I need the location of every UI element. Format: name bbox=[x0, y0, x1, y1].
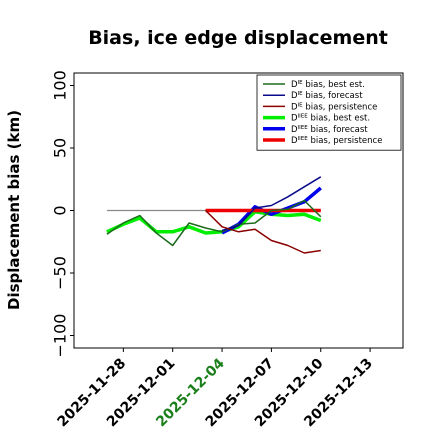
series-line bbox=[221, 176, 322, 232]
y-tick-label: −100 bbox=[51, 314, 70, 358]
legend-label: DIIEE bias, forecast bbox=[291, 125, 368, 135]
y-axis-label: Displacement bias (km) bbox=[5, 110, 23, 310]
legend-label: DIIEE bias, best est. bbox=[291, 114, 370, 124]
y-tick-label: 50 bbox=[51, 138, 70, 158]
series-line bbox=[106, 210, 322, 235]
series-line bbox=[106, 199, 322, 247]
y-tick-label: 100 bbox=[51, 70, 70, 101]
series-line bbox=[205, 209, 321, 254]
legend-label: DIE bias, persistence bbox=[291, 102, 377, 112]
legend-box bbox=[256, 74, 402, 151]
chart-title: Bias, ice edge displacement bbox=[88, 27, 388, 49]
y-tick-label: 0 bbox=[51, 205, 70, 215]
legend: DIE bias, best est.DIE bias, forecastDIE… bbox=[256, 74, 402, 151]
plot-area bbox=[106, 176, 322, 254]
legend-label: DIE bias, best est. bbox=[291, 80, 365, 90]
y-tick-label: −50 bbox=[51, 256, 70, 290]
legend-label: DIE bias, forecast bbox=[291, 91, 363, 101]
legend-label: DIIEE bias, persistence bbox=[291, 136, 382, 146]
